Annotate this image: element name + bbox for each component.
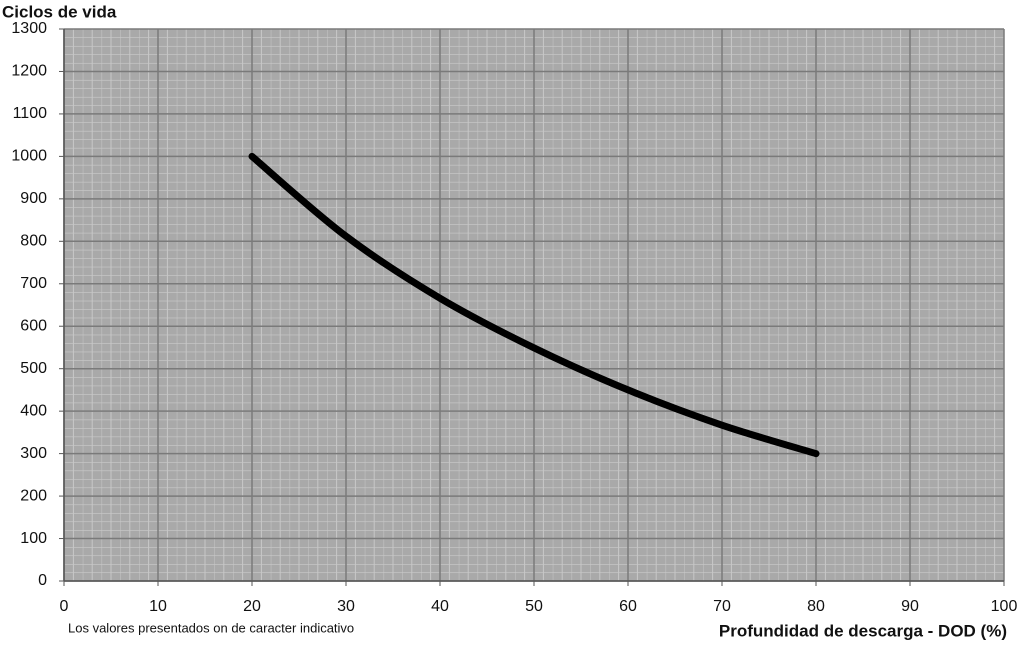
grid bbox=[59, 28, 1005, 586]
x-tick-label: 80 bbox=[807, 598, 825, 615]
y-tick-label: 900 bbox=[20, 190, 47, 207]
x-tick-label: 30 bbox=[337, 598, 355, 615]
x-tick-label: 90 bbox=[901, 598, 919, 615]
x-tick-label: 100 bbox=[991, 598, 1018, 615]
labels: 0100200300400500600700800900100011001200… bbox=[11, 20, 1017, 615]
y-tick-label: 0 bbox=[38, 572, 47, 589]
y-tick-label: 600 bbox=[20, 317, 47, 334]
x-tick-label: 10 bbox=[149, 598, 167, 615]
y-tick-label: 1100 bbox=[13, 105, 48, 122]
x-tick-label: 60 bbox=[619, 598, 637, 615]
y-tick-label: 300 bbox=[20, 445, 47, 462]
y-tick-label: 500 bbox=[20, 360, 47, 377]
y-axis-title: Ciclos de vida bbox=[2, 2, 117, 21]
y-tick-label: 800 bbox=[20, 233, 47, 250]
x-axis-title: Profundidad de descarga - DOD (%) bbox=[719, 621, 1007, 640]
y-tick-label: 1000 bbox=[11, 148, 47, 165]
y-tick-label: 700 bbox=[20, 275, 47, 292]
data-line bbox=[248, 152, 820, 458]
y-tick-label: 1200 bbox=[11, 63, 47, 80]
x-tick-label: 70 bbox=[713, 598, 731, 615]
x-tick-label: 40 bbox=[431, 598, 449, 615]
y-tick-label: 200 bbox=[20, 487, 47, 504]
x-tick-label: 50 bbox=[525, 598, 543, 615]
y-tick-label: 100 bbox=[20, 530, 47, 547]
annotation: Los valores presentados on de caracter i… bbox=[68, 620, 354, 635]
x-tick-label: 20 bbox=[243, 598, 261, 615]
y-tick-label: 1300 bbox=[11, 20, 47, 37]
y-tick-label: 400 bbox=[20, 402, 47, 419]
x-tick-label: 0 bbox=[60, 598, 69, 615]
